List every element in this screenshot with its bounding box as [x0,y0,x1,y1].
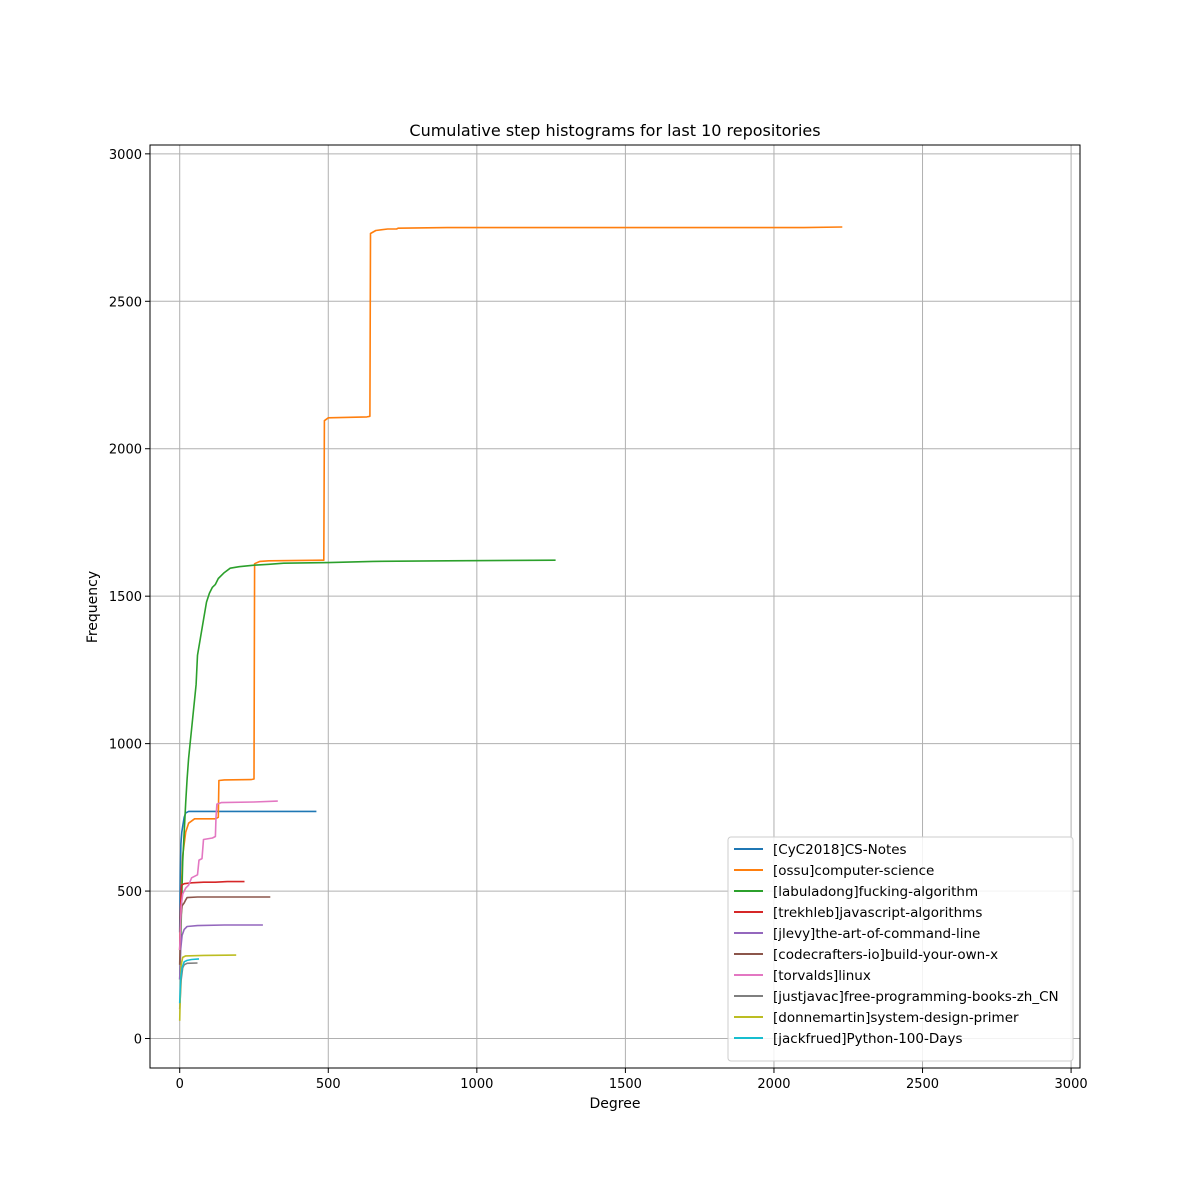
legend-label-3: [trekhleb]javascript-algorithms [773,905,982,921]
x-tick-label: 0 [176,1077,184,1092]
legend-box [727,836,1074,1062]
y-tick-label: 500 [117,885,142,900]
legend-label-4: [jlevy]the-art-of-command-line [773,926,980,942]
legend-label-1: [ossu]computer-science [773,863,934,879]
series-line-6 [178,800,278,951]
plot-frame [149,144,1081,1069]
x-axis-label: Degree [590,1096,641,1112]
series-line-1 [178,226,843,951]
legend-label-7: [justjavac]free-programming-books-zh_CN [773,989,1059,1005]
legend: [CyC2018]CS-Notes [ossu]computer-science [… [727,836,1074,1062]
legend-label-5: [codecrafters-io]build-your-own-x [773,947,998,963]
series-line-3 [178,880,245,951]
x-tick-label: 3000 [1055,1077,1088,1092]
y-tick-label: 3000 [109,148,142,163]
y-tick-label: 2500 [109,295,142,310]
chart-title: Cumulative step histograms for last 10 r… [409,121,820,140]
legend-label-0: [CyC2018]CS-Notes [773,842,907,858]
series-lines [178,226,843,1021]
legend-label-6: [torvalds]linux [773,968,871,984]
y-tick-label: 2000 [109,443,142,458]
x-tick-label: 2500 [906,1077,939,1092]
y-tick-label: 0 [134,1033,142,1048]
legend-label-2: [labuladong]fucking-algorithm [773,884,978,900]
y-axis-label: Frequency [85,571,101,643]
axis-ticks: 0 500 1000 1500 2000 2500 3000 0 500 1000 1500 2000… [109,148,1088,1092]
series-line-2 [178,559,556,980]
series-line-9 [178,958,200,1004]
legend-label-9: [jackfrued]Python-100-Days [773,1031,963,1047]
x-tick-label: 1500 [609,1077,642,1092]
legend-label-8: [donnemartin]system-design-primer [773,1010,1019,1026]
x-tick-label: 1000 [460,1077,493,1092]
x-tick-label: 500 [316,1077,341,1092]
y-tick-label: 1000 [109,738,142,753]
series-line-0 [178,810,317,933]
x-tick-label: 2000 [757,1077,790,1092]
y-tick-label: 1500 [109,590,142,605]
